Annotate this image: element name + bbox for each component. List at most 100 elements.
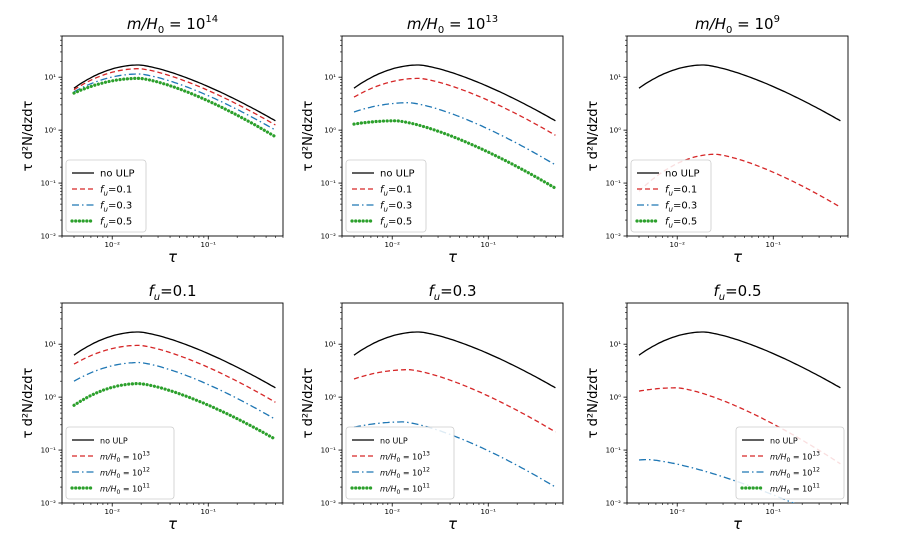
x-tick-label: 10⁻¹ [201, 508, 217, 516]
series-line-2 [353, 77, 556, 136]
y-tick-label: 10⁰ [609, 127, 621, 135]
y-tick-label: 10⁻² [41, 500, 57, 508]
legend: no ULP fu=0.1 fu=0.3 fu=0.5 [630, 159, 712, 233]
y-tick-label: 10¹ [609, 74, 621, 82]
legend-box [630, 159, 712, 233]
legend-label: m/H0 = 1011 [100, 483, 150, 497]
legend-label: no ULP [380, 169, 415, 180]
legend-box [345, 159, 427, 233]
x-axis-label: τ [168, 515, 178, 533]
x-tick-label: 10⁻¹ [481, 241, 497, 249]
series-group [352, 64, 557, 190]
series-line-1 [73, 331, 276, 389]
y-tick-label: 10⁻² [321, 233, 337, 241]
legend-label: fu=0.1 [380, 185, 412, 198]
x-tick-label: 10⁻² [105, 508, 121, 516]
series-line-3 [73, 73, 276, 131]
x-tick-label: 10⁻¹ [201, 241, 217, 249]
legend-label: m/H0 = 1012 [100, 467, 150, 481]
y-tick-label: 10⁻² [321, 500, 337, 508]
legend-label: m/H0 = 1012 [380, 467, 430, 481]
y-tick-label: 10⁰ [44, 394, 56, 402]
plot-frame [341, 302, 564, 504]
series-line-4 [72, 76, 277, 139]
x-tick-label: 10⁻¹ [766, 241, 782, 249]
y-tick-label: 10¹ [44, 74, 56, 82]
legend-label: no ULP [100, 437, 128, 446]
legend-label: fu=0.3 [100, 201, 132, 214]
y-axis-label: τ d²N/dzdτ [586, 100, 601, 171]
y-axis-label: τ d²N/dzdτ [21, 367, 36, 438]
series-line-3 [73, 361, 276, 420]
legend-box [735, 426, 845, 500]
y-tick-label: 10¹ [44, 341, 56, 349]
x-tick-label: 10⁻² [670, 508, 686, 516]
x-tick-label: 10⁻¹ [766, 508, 782, 516]
plot-frame [61, 302, 284, 504]
y-axis-label: τ d²N/dzdτ [301, 367, 316, 438]
x-axis-label: τ [733, 248, 743, 266]
series-line-3 [353, 102, 556, 166]
legend-box [345, 426, 455, 500]
legend-label: m/H0 = 1013 [100, 451, 150, 465]
y-tick-label: 10⁻¹ [321, 180, 337, 188]
y-axis-label: τ d²N/dzdτ [21, 100, 36, 171]
legend-label: m/H0 = 1012 [770, 467, 820, 481]
y-tick-label: 10⁻² [606, 500, 622, 508]
legend: no ULP fu=0.1 fu=0.3 fu=0.5 [65, 159, 147, 233]
panel-title: m/H0 = 109 [695, 14, 780, 36]
y-tick-label: 10¹ [324, 341, 336, 349]
legend: no ULP m/H0 = 1013 m/H0 = 1012 m/H0 = 1011 [345, 426, 455, 500]
series-line-2 [73, 68, 276, 126]
series-line-1 [638, 331, 841, 389]
y-tick-label: 10⁻¹ [41, 447, 57, 455]
plot-frame [626, 302, 849, 504]
y-tick-label: 10¹ [324, 74, 336, 82]
series-group [353, 331, 556, 488]
legend-label: no ULP [665, 169, 700, 180]
y-tick-label: 10⁰ [609, 394, 621, 402]
x-tick-label: 10⁻² [385, 241, 401, 249]
series-line-1 [638, 64, 841, 122]
series-line-2 [353, 369, 556, 433]
legend: no ULP fu=0.1 fu=0.3 fu=0.5 [345, 159, 427, 233]
x-tick-label: 10⁻¹ [481, 508, 497, 516]
panel-title: m/H0 = 1014 [127, 14, 218, 36]
panel-6: 10⁻² 10⁻¹ 10⁰ 10¹ 10⁻² 10⁻¹ τ τ d²N/dzdτ fu=0.5 n… [586, 282, 849, 533]
legend-label: no ULP [380, 437, 408, 446]
panel-title: fu=0.1 [148, 282, 196, 303]
legend-label: fu=0.1 [100, 185, 132, 198]
x-axis-label: τ [168, 248, 178, 266]
y-tick-label: 10⁻¹ [606, 180, 622, 188]
legend-label: fu=0.5 [100, 217, 132, 230]
x-axis-label: τ [448, 248, 458, 266]
y-axis-label: τ d²N/dzdτ [586, 367, 601, 438]
x-tick-label: 10⁻² [105, 241, 121, 249]
y-tick-label: 10⁻¹ [321, 447, 337, 455]
series-line-1 [73, 64, 276, 122]
panel-title: m/H0 = 1013 [407, 14, 498, 36]
panel-4: 10⁻² 10⁻¹ 10⁰ 10¹ 10⁻² 10⁻¹ τ τ d²N/dzdτ fu=0.1 n… [21, 282, 284, 533]
legend-label: fu=0.1 [665, 185, 697, 198]
panel-2: 10⁻² 10⁻¹ 10⁰ 10¹ 10⁻² 10⁻¹ τ τ d²N/dzdτ m/H0 = … [301, 14, 564, 266]
legend-box [65, 159, 147, 233]
plot-frame [626, 35, 849, 237]
y-tick-label: 10⁰ [44, 127, 56, 135]
legend-label: m/H0 = 1013 [380, 451, 430, 465]
series-line-4 [352, 119, 557, 190]
x-tick-label: 10⁻² [670, 241, 686, 249]
plot-frame [61, 35, 284, 237]
panel-3: 10⁻² 10⁻¹ 10⁰ 10¹ 10⁻² 10⁻¹ τ τ d²N/dzdτ m/H0 = … [586, 14, 849, 266]
panel-1: 10⁻² 10⁻¹ 10⁰ 10¹ 10⁻² 10⁻¹ τ τ d²N/dzdτ m/H0 = … [21, 14, 284, 266]
y-tick-label: 10⁰ [324, 127, 336, 135]
y-tick-label: 10⁻² [606, 233, 622, 241]
legend: no ULP m/H0 = 1013 m/H0 = 1012 m/H0 = 1011 [735, 426, 845, 500]
panel-title: fu=0.5 [713, 282, 761, 303]
legend-label: fu=0.5 [380, 217, 412, 230]
plot-frame [341, 35, 564, 237]
legend-label: fu=0.3 [665, 201, 697, 214]
series-group [72, 64, 277, 139]
x-axis-label: τ [448, 515, 458, 533]
